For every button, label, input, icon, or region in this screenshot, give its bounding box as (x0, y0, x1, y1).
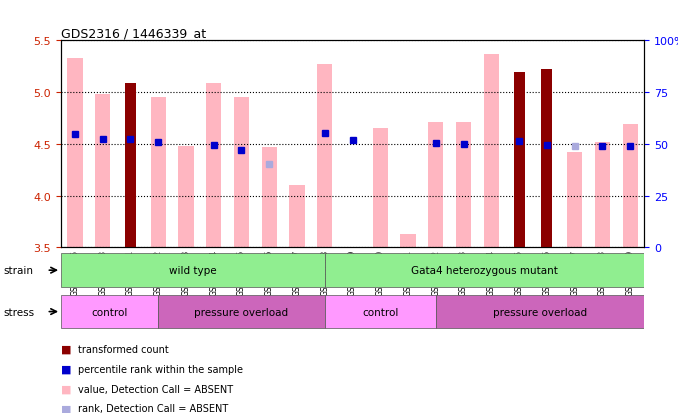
Text: ■: ■ (61, 404, 71, 413)
Bar (514, 73, 525, 248)
Bar (61, 254, 325, 287)
Bar (567, 153, 582, 248)
Text: stress: stress (3, 307, 35, 317)
Text: rank, Detection Call = ABSENT: rank, Detection Call = ABSENT (78, 404, 228, 413)
Text: ■: ■ (61, 384, 71, 394)
Text: transformed count: transformed count (78, 344, 169, 354)
Bar (373, 129, 388, 248)
Text: pressure overload: pressure overload (195, 307, 289, 317)
Text: value, Detection Call = ABSENT: value, Detection Call = ABSENT (78, 384, 233, 394)
Bar (541, 70, 553, 248)
Bar (325, 254, 644, 287)
Bar (622, 125, 638, 248)
Bar (262, 148, 277, 248)
Bar (178, 147, 194, 248)
Text: control: control (362, 307, 399, 317)
Text: wild type: wild type (169, 266, 217, 275)
Text: ■: ■ (61, 344, 71, 354)
Text: strain: strain (3, 266, 33, 275)
Bar (428, 123, 443, 248)
Bar (95, 95, 111, 248)
Bar (325, 295, 436, 329)
Bar (456, 123, 471, 248)
Bar (61, 295, 158, 329)
Text: percentile rank within the sample: percentile rank within the sample (78, 364, 243, 374)
Text: control: control (92, 307, 127, 317)
Bar (125, 83, 136, 248)
Bar (206, 83, 221, 248)
Text: ■: ■ (61, 364, 71, 374)
Text: pressure overload: pressure overload (493, 307, 587, 317)
Bar (317, 65, 332, 248)
Bar (484, 55, 499, 248)
Bar (158, 295, 325, 329)
Bar (401, 235, 416, 248)
Text: GDS2316 / 1446339_at: GDS2316 / 1446339_at (61, 27, 206, 40)
Bar (234, 98, 249, 248)
Bar (595, 142, 610, 248)
Bar (436, 295, 644, 329)
Text: Gata4 heterozygous mutant: Gata4 heterozygous mutant (411, 266, 558, 275)
Bar (151, 98, 166, 248)
Bar (290, 186, 304, 248)
Bar (67, 59, 83, 248)
